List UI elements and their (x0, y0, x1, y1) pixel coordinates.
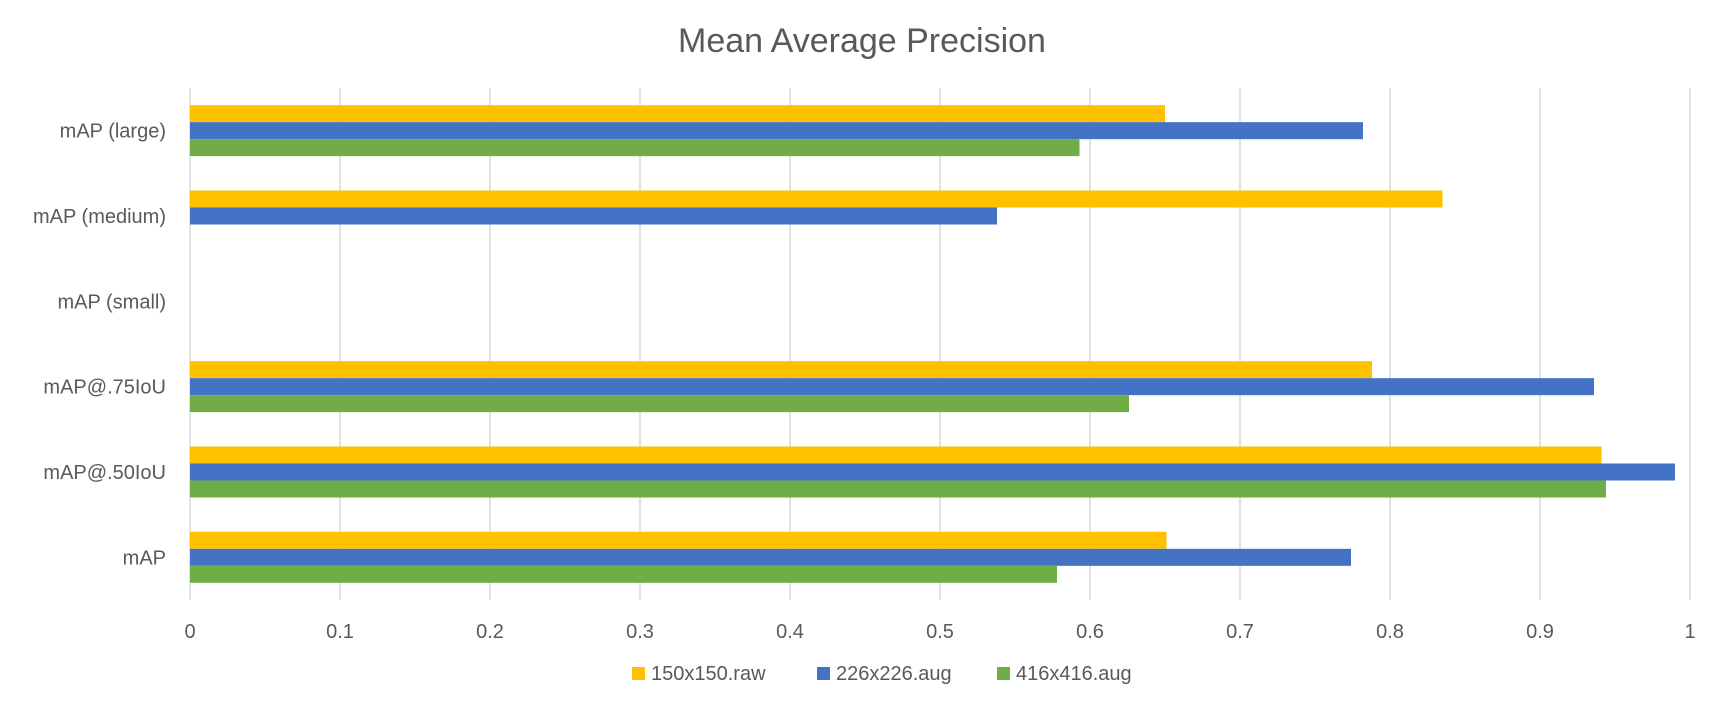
x-tick-label: 0.3 (626, 621, 654, 643)
bar-416x416.aug (190, 395, 1129, 413)
bar-416x416.aug (190, 480, 1606, 498)
bar-226x226.aug (190, 548, 1351, 566)
category-label: mAP@.50IoU (43, 462, 166, 484)
category-label: mAP (medium) (33, 206, 166, 228)
legend-swatch (817, 667, 830, 680)
x-tick-label: 0.8 (1376, 621, 1404, 643)
bar-226x226.aug (190, 378, 1594, 396)
category-label: mAP (large) (60, 121, 166, 143)
bar-226x226.aug (190, 463, 1675, 481)
bar-226x226.aug (190, 207, 997, 225)
category-label: mAP (123, 547, 166, 569)
x-axis-tick-labels: 0 0.1 0.2 0.3 0.4 0.5 0.6 0.7 0.8 0.9 1 (184, 621, 1695, 643)
legend: 150x150.raw 226x226.aug 416x416.aug (632, 663, 1132, 685)
legend-label: 416x416.aug (1016, 663, 1132, 685)
bar-150x150.raw (190, 361, 1372, 379)
x-tick-label: 0.5 (926, 621, 954, 643)
bar-150x150.raw (190, 531, 1167, 549)
gridlines (189, 88, 1691, 600)
legend-label: 226x226.aug (836, 663, 952, 685)
bars (190, 105, 1675, 583)
x-tick-label: 0.1 (326, 621, 354, 643)
bar-150x150.raw (190, 446, 1602, 464)
bar-416x416.aug (190, 565, 1057, 583)
x-tick-label: 0.4 (776, 621, 804, 643)
legend-swatch (632, 667, 645, 680)
x-tick-label: 0.6 (1076, 621, 1104, 643)
x-tick-label: 1 (1684, 621, 1695, 643)
bar-416x416.aug (190, 139, 1080, 157)
legend-label: 150x150.raw (651, 663, 766, 685)
x-tick-label: 0.7 (1226, 621, 1254, 643)
category-label: mAP (small) (57, 291, 166, 313)
x-tick-label: 0.2 (476, 621, 504, 643)
chart-title: Mean Average Precision (678, 22, 1046, 60)
legend-swatch (997, 667, 1010, 680)
category-labels: mAP mAP@.50IoU mAP@.75IoU mAP (small) mAP (m… (33, 121, 166, 570)
bar-150x150.raw (190, 105, 1165, 123)
bar-226x226.aug (190, 122, 1363, 140)
x-tick-label: 0.9 (1526, 621, 1554, 643)
category-label: mAP@.75IoU (43, 377, 166, 399)
x-tick-label: 0 (184, 621, 195, 643)
bar-150x150.raw (190, 190, 1443, 208)
